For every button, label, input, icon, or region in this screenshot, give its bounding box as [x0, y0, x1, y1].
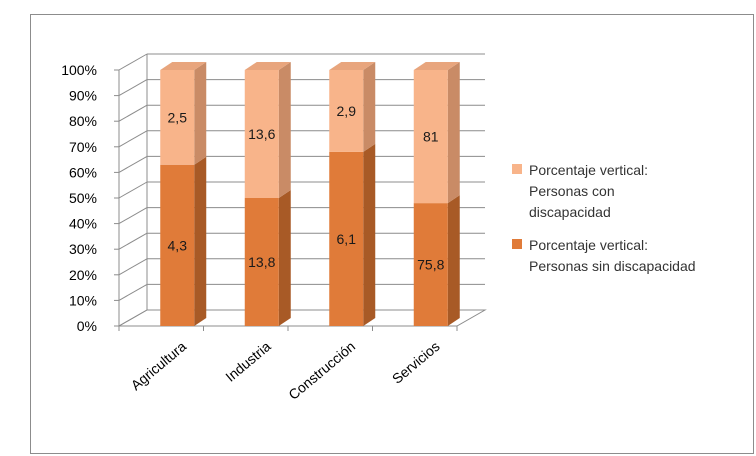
bar-lower-servicios [413, 203, 448, 326]
bar-top [329, 62, 376, 70]
y-tick-label: 50% [69, 190, 97, 206]
y-tick-label: 30% [69, 241, 97, 257]
bar-top [413, 62, 460, 70]
data-label: 13,8 [248, 254, 275, 270]
data-label: 2,9 [337, 103, 357, 119]
bar-side-upper [363, 62, 376, 152]
gridline-side [118, 130, 148, 148]
gridline-side [118, 232, 148, 250]
bar-lower-construcción [329, 151, 364, 326]
y-tick-label: 70% [69, 139, 97, 155]
x-tick-label: Agricultura [128, 338, 190, 393]
bar-side-lower [447, 195, 460, 326]
y-tick-label: 0% [77, 318, 97, 334]
data-label: 81 [423, 129, 439, 145]
bar-upper-agricultura [160, 70, 195, 165]
legend-entry-text: Porcentaje vertical: [529, 162, 648, 178]
data-label: 2,5 [168, 109, 188, 125]
gridline-side [118, 207, 148, 225]
legend-entry-text: Personas sin discapacidad [529, 258, 696, 274]
bar-side-upper [194, 62, 207, 165]
gridline-side [118, 53, 148, 71]
data-label: 4,3 [168, 237, 188, 253]
bar-top [160, 62, 207, 70]
gridline-side [118, 104, 148, 122]
chart-frame [30, 14, 754, 454]
y-tick-label: 80% [69, 113, 97, 129]
bar-side-upper [447, 62, 460, 204]
legend-swatch [512, 164, 522, 174]
legend-swatch [512, 239, 522, 249]
bar-upper-industria [244, 70, 279, 198]
bar-side-lower [363, 143, 376, 326]
legend-entry-text: Porcentaje vertical: [529, 237, 648, 253]
y-tick-label: 60% [69, 164, 97, 180]
data-label: 13,6 [248, 126, 275, 142]
x-tick-label: Construcción [285, 338, 358, 403]
bar-lower-industria [244, 198, 279, 326]
y-tick-label: 40% [69, 216, 97, 232]
data-label: 6,1 [337, 231, 357, 247]
x-tick-label: Servicios [389, 338, 443, 387]
y-tick-label: 10% [69, 292, 97, 308]
data-label: 75,8 [417, 257, 444, 273]
bar-side-lower [278, 190, 291, 326]
gridline-side [118, 155, 148, 173]
bar-upper-servicios [413, 70, 448, 204]
gridline-side [118, 79, 148, 97]
bar-upper-construcción [329, 70, 364, 152]
bar-top [244, 62, 291, 70]
y-tick-label: 90% [69, 88, 97, 104]
bar-side-upper [278, 62, 291, 198]
bar-lower-agricultura [160, 164, 195, 326]
gridline-side [118, 283, 148, 301]
x-tick-label: Industria [222, 338, 274, 385]
legend-entry-text: discapacidad [529, 204, 611, 220]
legend-entry-text: Personas con [529, 183, 615, 199]
gridline-side [118, 181, 148, 199]
bar-side-lower [194, 156, 207, 326]
y-tick-label: 100% [61, 62, 97, 78]
gridline-side [118, 258, 148, 276]
y-tick-label: 20% [69, 267, 97, 283]
